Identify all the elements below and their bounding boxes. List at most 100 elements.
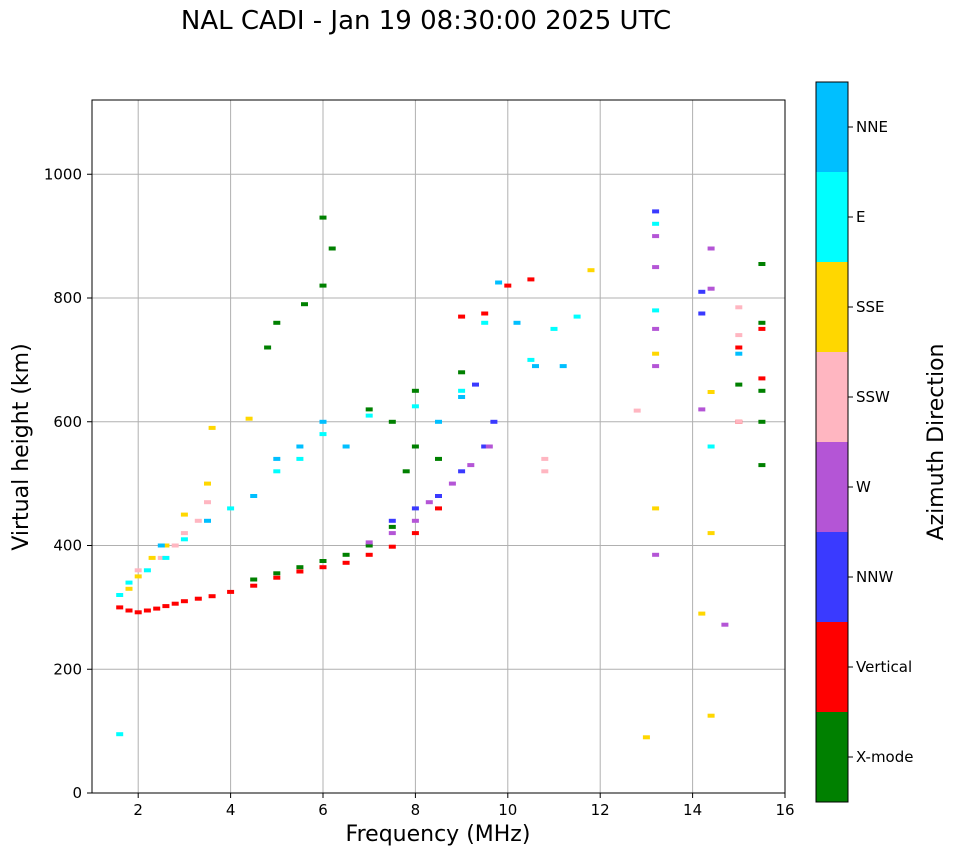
point-nnw	[698, 289, 706, 294]
point-ssw	[171, 543, 179, 548]
point-e	[652, 308, 660, 313]
point-vertical	[153, 606, 161, 611]
point-nne	[204, 518, 211, 523]
point-e	[180, 537, 188, 542]
point-nnw	[458, 469, 466, 474]
point-vertical	[458, 314, 466, 319]
point-w	[388, 531, 396, 536]
point-e	[573, 314, 581, 319]
colorbar-segment	[816, 712, 848, 802]
colorbar-segment	[816, 262, 848, 352]
point-vertical	[194, 596, 202, 601]
point-x-mode	[365, 543, 373, 548]
point-x-mode	[342, 552, 350, 557]
point-x-mode	[388, 524, 396, 529]
point-w	[707, 246, 715, 251]
point-sse	[698, 611, 706, 616]
point-e	[550, 326, 558, 331]
point-vertical	[116, 605, 124, 610]
point-x-mode	[758, 262, 766, 266]
point-e	[652, 221, 660, 226]
point-nne	[513, 320, 521, 325]
point-sse	[125, 586, 133, 591]
chart-title: NAL CADI - Jan 19 08:30:00 2025 UTC	[180, 6, 672, 36]
point-w	[485, 444, 493, 449]
point-x-mode	[411, 444, 419, 449]
colorbar-segment	[816, 442, 848, 532]
y-tick-label: 0	[72, 784, 82, 802]
point-sse	[245, 416, 253, 421]
point-e	[481, 320, 489, 325]
point-e	[143, 568, 151, 573]
point-nne	[495, 280, 503, 285]
point-x-mode	[319, 283, 327, 288]
x-tick-label: 14	[683, 801, 702, 819]
plot-frame	[91, 99, 786, 794]
point-ssw	[541, 469, 549, 474]
point-vertical	[735, 345, 743, 350]
point-x-mode	[296, 565, 304, 570]
point-nne	[273, 456, 281, 461]
colorbar-segment	[816, 352, 848, 442]
point-vertical	[388, 544, 396, 549]
point-x-mode	[328, 246, 336, 251]
grid-lines	[92, 100, 786, 794]
point-vertical	[481, 311, 489, 316]
colorbar-segment	[816, 82, 848, 172]
point-ssw	[180, 531, 188, 536]
point-vertical	[134, 610, 142, 615]
point-x-mode	[264, 345, 272, 350]
point-nne	[559, 364, 567, 369]
y-axis-ticks: 0 200 400 600 800 1000	[44, 165, 92, 802]
point-vertical	[758, 376, 766, 381]
x-tick-label: 4	[226, 801, 236, 819]
point-x-mode	[319, 215, 327, 220]
colorbar-tick-label: SSE	[856, 298, 885, 316]
point-ssw	[194, 518, 202, 523]
colorbar-label: Azimuth Direction	[924, 343, 949, 540]
point-vertical	[180, 599, 188, 604]
colorbar-tick-label: W	[856, 478, 871, 496]
point-sse	[707, 713, 715, 718]
x-tick-label: 6	[318, 801, 328, 819]
point-sse	[162, 543, 170, 548]
y-tick-label: 800	[53, 289, 82, 307]
point-nnw	[388, 518, 396, 523]
point-nne	[296, 444, 304, 449]
point-e	[273, 469, 281, 474]
point-ssw	[157, 555, 165, 560]
point-vertical	[504, 283, 512, 288]
point-w	[411, 518, 419, 523]
point-w	[652, 265, 660, 270]
point-w	[652, 552, 660, 557]
colorbar-tick-label: E	[856, 208, 865, 226]
point-x-mode	[402, 469, 410, 474]
point-e	[162, 555, 170, 560]
point-e	[365, 413, 373, 418]
point-nnw	[411, 506, 419, 511]
point-sse	[707, 390, 715, 394]
point-x-mode	[273, 571, 281, 576]
point-vertical	[527, 277, 535, 282]
point-nnw	[698, 311, 706, 316]
point-nne	[435, 419, 442, 424]
point-x-mode	[301, 302, 308, 307]
point-ssw	[134, 568, 142, 573]
point-x-mode	[365, 407, 373, 412]
point-x-mode	[758, 320, 766, 325]
colorbar-tick-label: SSW	[856, 388, 890, 406]
point-nne	[342, 444, 350, 449]
point-x-mode	[735, 382, 743, 387]
point-w	[425, 500, 433, 505]
point-ssw	[735, 333, 743, 338]
point-ssw	[735, 419, 743, 424]
point-nnw	[490, 419, 498, 424]
point-nne	[532, 364, 539, 369]
point-vertical	[250, 583, 258, 588]
point-w	[448, 481, 456, 486]
point-vertical	[411, 531, 419, 536]
colorbar-tick-label: Vertical	[856, 658, 912, 676]
point-sse	[204, 481, 211, 486]
point-w	[698, 407, 706, 412]
